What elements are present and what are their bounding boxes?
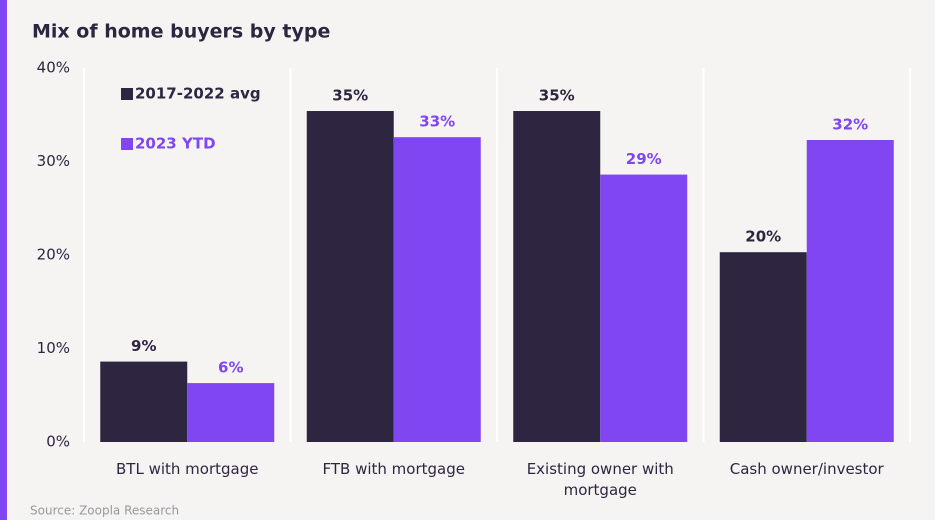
bar (513, 111, 601, 442)
bar (719, 252, 807, 442)
source-note: Source: Zoopla Research (30, 504, 179, 518)
value-label: 9% (131, 337, 156, 355)
legend-label: 2017-2022 avg (135, 85, 261, 103)
x-tick-label: FTB with mortgage (323, 460, 465, 478)
value-label: 35% (539, 87, 575, 105)
legend-label: 2023 YTD (135, 135, 216, 153)
value-label: 32% (832, 115, 868, 133)
value-label: 6% (218, 359, 243, 377)
bar (187, 383, 275, 442)
accent-stripe (0, 0, 7, 520)
bar (306, 111, 394, 442)
y-tick-label: 40% (37, 59, 70, 77)
y-tick-label: 0% (46, 433, 70, 451)
value-label: 20% (745, 228, 781, 246)
y-tick-label: 10% (37, 339, 70, 357)
value-label: 35% (332, 87, 368, 105)
y-tick-label: 30% (37, 152, 70, 170)
value-label: 33% (419, 113, 455, 131)
value-label: 29% (626, 150, 662, 168)
y-tick-label: 20% (37, 246, 70, 264)
bar (100, 361, 188, 442)
legend-swatch (121, 88, 133, 100)
x-tick-label: Existing owner with mortgage (527, 460, 674, 499)
bar (393, 137, 481, 442)
bar (600, 174, 688, 442)
bar (806, 139, 894, 442)
chart-title: Mix of home buyers by type (32, 21, 330, 43)
legend-swatch (121, 138, 133, 150)
x-tick-label: BTL with mortgage (116, 460, 258, 478)
x-tick-label: Cash owner/investor (730, 460, 885, 478)
